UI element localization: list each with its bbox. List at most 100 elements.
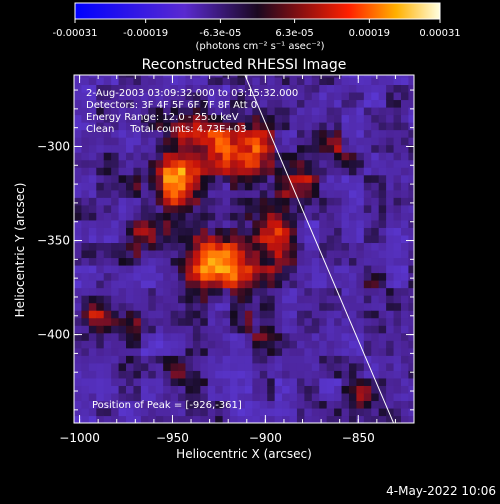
heatmap-cell (326, 99, 335, 108)
heatmap-cell (289, 212, 298, 221)
heatmap-cell (222, 249, 231, 259)
heatmap-cell (88, 317, 97, 326)
heatmap-cell (178, 377, 187, 386)
heatmap-cell (103, 114, 112, 123)
heatmap-cell (252, 219, 261, 228)
heatmap-cell (311, 310, 320, 319)
heatmap-cell (296, 106, 305, 116)
heatmap-cell (237, 106, 246, 116)
heatmap-cell (259, 99, 268, 108)
heatmap-cell (282, 355, 291, 364)
heatmap-cell (126, 137, 135, 146)
heatmap-cell (185, 76, 194, 86)
heatmap-cell (311, 317, 320, 326)
heatmap-cell (326, 91, 335, 101)
heatmap-cell (140, 167, 149, 176)
heatmap-cell (118, 99, 127, 108)
heatmap-cell (118, 242, 127, 251)
heatmap-cell (74, 219, 83, 228)
heatmap-cell (96, 249, 105, 259)
heatmap-cell (111, 257, 120, 266)
heatmap-cell (393, 242, 402, 251)
heatmap-cell (200, 227, 209, 236)
heatmap-cell (282, 75, 291, 78)
heatmap-cell (363, 76, 372, 86)
heatmap-cell (274, 355, 283, 364)
heatmap-cell (252, 99, 261, 108)
heatmap-cell (118, 370, 127, 379)
heatmap-cell (118, 317, 127, 326)
heatmap-cell (96, 242, 105, 251)
heatmap-cell (400, 227, 410, 236)
heatmap-cell (378, 242, 387, 251)
heatmap-cell (341, 197, 350, 206)
heatmap-cell (230, 272, 239, 281)
heatmap-cell (341, 264, 350, 274)
heatmap-cell (319, 234, 328, 244)
heatmap-cell (393, 144, 402, 153)
heatmap-cell (96, 355, 105, 364)
heatmap-cell (296, 370, 305, 379)
heatmap-cell (170, 280, 179, 289)
heatmap-cell (289, 75, 298, 78)
heatmap-cell (378, 400, 387, 409)
heatmap-cell (282, 332, 291, 341)
heatmap-cell (371, 76, 380, 86)
heatmap-cell (148, 129, 157, 138)
heatmap-cell (326, 76, 335, 86)
heatmap-cell (118, 189, 127, 198)
heatmap-cell (326, 152, 335, 161)
heatmap-cell (192, 392, 201, 402)
heatmap-cell (319, 415, 328, 423)
heatmap-cell (274, 137, 283, 146)
heatmap-cell (81, 122, 90, 131)
heatmap-cell (356, 219, 365, 228)
heatmap-cell (81, 114, 90, 123)
chart-title: Reconstructed RHESSI Image (142, 57, 347, 73)
heatmap-cell (230, 317, 239, 326)
heatmap-cell (311, 137, 320, 146)
heatmap-cell (111, 197, 120, 206)
heatmap-cell (192, 137, 201, 146)
heatmap-cell (244, 377, 253, 386)
heatmap-cell (185, 325, 194, 334)
heatmap-cell (126, 167, 135, 176)
heatmap-cell (319, 392, 328, 402)
heatmap-cell (163, 152, 172, 161)
heatmap-cell (356, 227, 365, 236)
heatmap-cell (378, 280, 387, 289)
heatmap-cell (326, 219, 335, 228)
heatmap-cell (118, 204, 127, 213)
heatmap-cell (126, 377, 135, 386)
heatmap-cell (244, 84, 253, 93)
heatmap-cell (103, 295, 112, 304)
heatmap-cell (111, 370, 120, 379)
heatmap-cell (304, 137, 313, 146)
heatmap-cell (348, 212, 358, 221)
heatmap-cell (81, 234, 90, 244)
heatmap-cell (185, 392, 194, 402)
heatmap-cell (244, 257, 253, 266)
heatmap-cell (185, 122, 194, 131)
heatmap-cell (200, 385, 209, 394)
heatmap-cell (237, 355, 246, 364)
heatmap-cell (237, 76, 246, 86)
heatmap-cell (252, 310, 261, 319)
heatmap-cell (133, 114, 142, 123)
heatmap-cell (126, 302, 135, 311)
heatmap-cell (192, 174, 201, 183)
heatmap-cell (326, 234, 335, 244)
heatmap-cell (326, 287, 335, 296)
heatmap-cell (155, 302, 164, 311)
heatmap-cell (126, 264, 135, 274)
heatmap-cell (267, 76, 276, 86)
heatmap-cell (371, 310, 380, 319)
heatmap-cell (111, 129, 120, 138)
heatmap-cell (207, 317, 216, 326)
heatmap-cell (222, 182, 231, 191)
heatmap-cell (282, 91, 291, 101)
heatmap-cell (81, 152, 90, 161)
heatmap-cell (267, 385, 276, 394)
heatmap-cell (252, 106, 261, 116)
heatmap-cell (378, 227, 387, 236)
